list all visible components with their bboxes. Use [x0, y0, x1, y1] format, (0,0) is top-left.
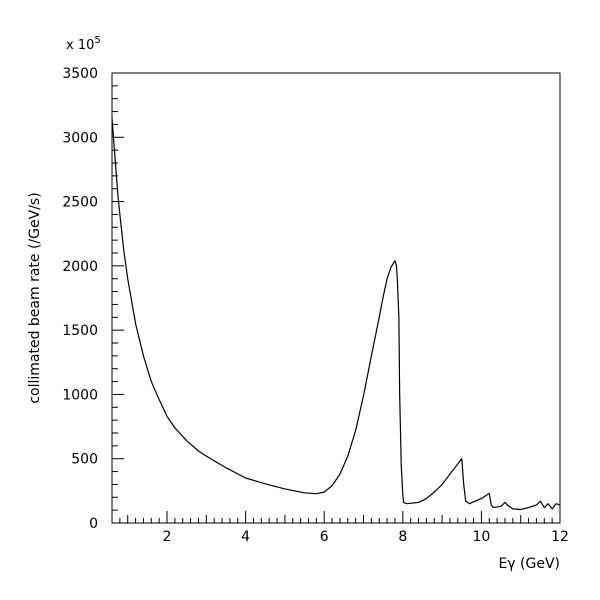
plot-frame [111, 72, 561, 524]
x-tick-label: 10 [472, 529, 490, 545]
x-tick-label: 2 [163, 529, 172, 545]
y-tick-label: 2000 [62, 259, 98, 275]
y-tick-label: 500 [71, 452, 98, 468]
x-tick-label: 8 [398, 529, 407, 545]
x-tick-label: 12 [551, 529, 569, 545]
axis-ticks [112, 72, 561, 524]
y-tick-label: 3000 [62, 130, 98, 146]
y-tick-label: 1500 [62, 323, 98, 339]
x-axis-label: Eγ (GeV) [498, 556, 560, 572]
y-axis-label: collimated beam rate (/GeV/s) [27, 192, 43, 403]
x-tick-label: 4 [241, 529, 250, 545]
y-tick-label: 3500 [62, 66, 98, 82]
y-multiplier-base: x 10 [66, 38, 94, 53]
y-tick-label: 0 [89, 516, 98, 532]
tick-labels: 2 4 6 8 10 12 0 500 1000 1500 2000 2500 3000 3500 [62, 66, 569, 545]
x-tick-label: 6 [320, 529, 329, 545]
y-multiplier-exp: 5 [94, 35, 100, 46]
y-tick-label: 2500 [62, 195, 98, 211]
y-tick-label: 1000 [62, 387, 98, 403]
y-multiplier: x 105 [66, 35, 101, 53]
series-line [111, 117, 561, 511]
